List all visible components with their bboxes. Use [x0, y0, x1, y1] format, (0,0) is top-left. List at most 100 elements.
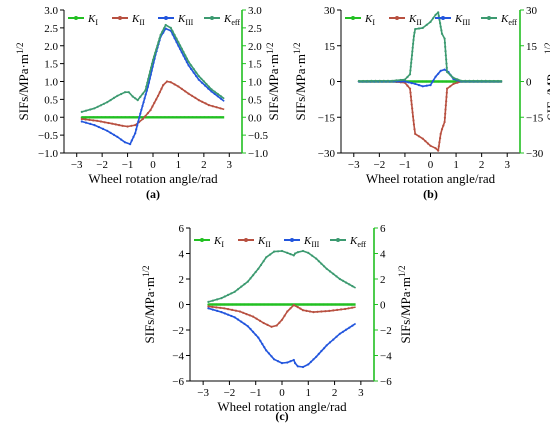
data-point — [344, 307, 347, 311]
data-point — [197, 78, 200, 81]
legend-marker-K_III — [441, 16, 445, 20]
data-point — [84, 121, 88, 124]
data-point — [104, 116, 107, 119]
data-point — [123, 141, 127, 144]
data-point — [315, 355, 318, 358]
x-axis-title: Wheel rotation angle/rad — [217, 399, 347, 414]
data-point — [267, 303, 270, 306]
y-tick-label-left: −30 — [318, 148, 336, 160]
data-point — [292, 304, 295, 307]
data-point — [425, 23, 428, 26]
data-point — [318, 303, 321, 306]
x-tick-label: −3 — [197, 387, 209, 399]
y-tick-label-left: 6 — [179, 223, 185, 235]
y-tick-label-right: 4 — [380, 249, 386, 261]
x-tick-label: −3 — [71, 159, 83, 171]
data-point — [492, 79, 495, 83]
data-point — [179, 47, 182, 51]
data-point — [441, 80, 444, 83]
data-point — [236, 288, 240, 291]
legend-marker-K_III — [290, 238, 294, 242]
data-point — [280, 249, 284, 253]
data-point — [259, 263, 263, 267]
data-point — [340, 308, 343, 311]
y-tick-label-right: 2.0 — [248, 41, 262, 53]
data-point — [445, 62, 448, 65]
data-point — [425, 84, 428, 87]
data-point — [445, 66, 448, 69]
data-point — [195, 75, 198, 78]
data-point — [299, 307, 302, 310]
series-line-K_eff — [208, 250, 356, 303]
x-tick-label: 0 — [428, 159, 434, 171]
data-point — [270, 325, 273, 328]
data-point — [200, 81, 203, 84]
data-point — [280, 362, 284, 365]
data-point — [243, 283, 246, 286]
data-point — [296, 306, 299, 309]
data-point — [283, 314, 286, 317]
data-point — [411, 115, 415, 118]
data-point — [153, 101, 156, 104]
data-point — [414, 28, 417, 31]
data-point — [177, 85, 180, 88]
data-point — [216, 309, 219, 312]
data-point — [437, 72, 440, 75]
data-point — [443, 116, 446, 119]
legend-label-K_eff: Keff — [500, 13, 517, 27]
data-point — [197, 75, 200, 78]
data-point — [439, 137, 442, 140]
data-point — [437, 80, 440, 83]
data-point — [273, 358, 276, 361]
y-tick-label-right: −30 — [526, 148, 544, 160]
y-axis-title-left: SIFs/MPa·m1/2 — [15, 43, 31, 121]
y-tick-label-left: 0 — [330, 77, 336, 89]
data-point — [160, 87, 163, 90]
data-point — [210, 90, 213, 93]
data-point — [109, 131, 112, 134]
data-point — [103, 121, 106, 124]
y-tick-label-right: 2 — [380, 274, 386, 286]
data-point — [147, 81, 150, 84]
data-point — [292, 358, 295, 362]
data-point — [207, 307, 210, 310]
data-point — [175, 116, 178, 119]
data-point — [111, 122, 114, 125]
data-point — [134, 97, 137, 100]
data-point — [480, 79, 483, 82]
data-point — [407, 81, 410, 84]
data-point — [175, 40, 178, 44]
data-point — [341, 330, 345, 333]
data-point — [136, 116, 139, 119]
y-tick-label-left: 2.5 — [44, 23, 58, 35]
data-point — [252, 315, 255, 318]
data-point — [351, 285, 354, 288]
data-point — [421, 80, 424, 83]
data-point — [325, 344, 328, 347]
data-point — [158, 37, 161, 40]
data-point — [452, 82, 455, 85]
data-point — [411, 107, 414, 110]
x-axis-title: Wheel rotation angle/rad — [88, 171, 218, 186]
data-point — [190, 67, 193, 71]
data-point — [92, 119, 95, 122]
y-tick-label-right: 3.0 — [248, 5, 262, 17]
data-point — [139, 95, 142, 98]
data-point — [410, 61, 413, 64]
data-point — [173, 83, 176, 86]
data-point — [440, 128, 444, 131]
data-point — [220, 297, 223, 300]
data-point — [142, 101, 145, 104]
data-point — [159, 33, 162, 37]
data-point — [180, 47, 183, 50]
data-point — [382, 79, 385, 82]
x-tick-label: 2 — [332, 387, 338, 399]
data-point — [234, 309, 238, 312]
y-tick-label-left: 2 — [179, 274, 185, 286]
data-point — [421, 26, 424, 29]
data-point — [444, 112, 447, 115]
data-point — [120, 92, 123, 96]
data-point — [141, 104, 144, 108]
data-point — [338, 332, 341, 335]
data-point — [151, 58, 155, 62]
